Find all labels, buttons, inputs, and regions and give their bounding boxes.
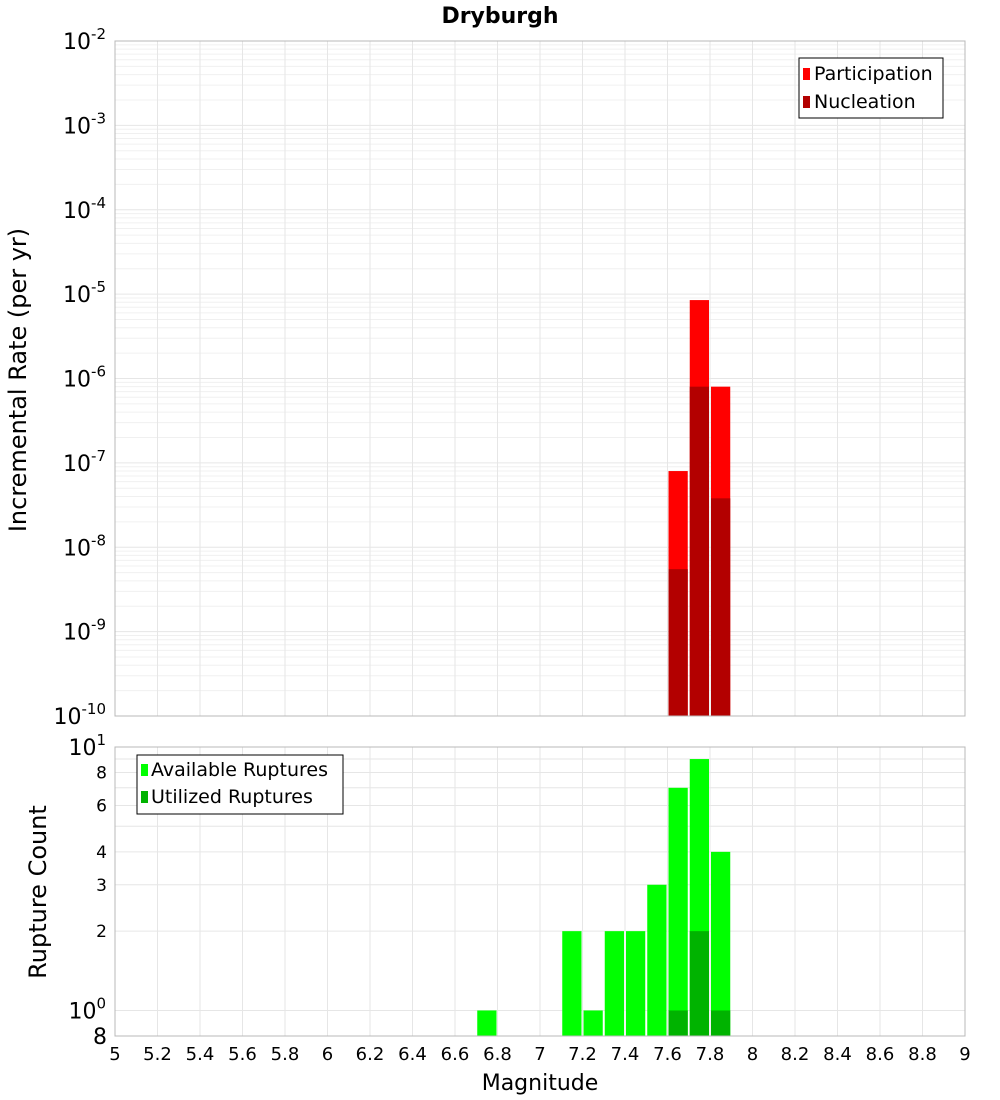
y-tick-label: 8 (93, 1025, 107, 1050)
y-tick-label: 10-4 (63, 194, 106, 224)
legend-swatch (803, 68, 810, 80)
nucleation-bar (668, 569, 688, 716)
legend-label: Available Ruptures (151, 759, 328, 781)
y-tick-label: 100 (68, 994, 106, 1024)
top-panel: 10-10 10-9 10-8 10-7 10-6 10-5 10-4 10-3 10-2 Inc… (4, 25, 966, 730)
x-tick-label: 6.8 (483, 1044, 512, 1065)
available-bar (711, 851, 731, 1036)
y-tick-label: 2 (96, 922, 107, 942)
x-tick-label: 5.2 (143, 1044, 172, 1065)
x-tick-label: 7.8 (696, 1044, 725, 1065)
y-tick-label: 10-9 (63, 616, 106, 646)
y-tick-label: 4 (96, 843, 107, 863)
y-axis-label: Incremental Rate (per yr) (4, 228, 32, 532)
y-tick-label: 10-8 (63, 531, 106, 561)
y-tick-label: 10-7 (63, 447, 106, 477)
legend-box (136, 754, 344, 815)
y-tick-label: 3 (96, 876, 107, 896)
x-tick-label: 5.4 (186, 1044, 215, 1065)
available-bar (604, 931, 624, 1036)
legend-label: Nucleation (814, 91, 916, 113)
legend-swatch (141, 791, 148, 803)
x-tick-label: 5 (109, 1044, 120, 1065)
y-axis-label: Rupture Count (24, 805, 52, 979)
x-tick-label: 7.6 (653, 1044, 682, 1065)
legend-box (798, 57, 944, 119)
x-tick-label: 6.2 (356, 1044, 385, 1065)
legend: Participation Nucleation (798, 57, 944, 119)
legend-swatch (141, 764, 148, 776)
y-tick-label: 10-6 (63, 363, 106, 393)
y-tick-label: 10-2 (63, 25, 106, 55)
utilized-bar (689, 931, 709, 1036)
x-tick-label: 5.8 (271, 1044, 300, 1065)
legend-label: Participation (814, 63, 933, 85)
utilized-bar (668, 1010, 688, 1036)
legend-swatch (803, 96, 810, 108)
nucleation-bar (689, 386, 709, 716)
available-bar (647, 884, 667, 1036)
x-tick-label: 7.2 (568, 1044, 597, 1065)
chart-title: Dryburgh (441, 4, 558, 29)
available-bar (562, 931, 582, 1036)
available-bar (583, 1010, 603, 1036)
available-bar (626, 931, 646, 1036)
x-tick-label: 8 (747, 1044, 758, 1065)
y-tick-label: 10-5 (63, 278, 106, 308)
x-tick-label: 6 (322, 1044, 333, 1065)
legend: Available Ruptures Utilized Ruptures (136, 754, 344, 815)
bottom-plot-area (114, 746, 966, 1037)
x-tick-label: 5.6 (228, 1044, 257, 1065)
top-plot-area (114, 40, 966, 717)
y-tick-label: 6 (96, 796, 107, 816)
x-tick-label: 7 (534, 1044, 545, 1065)
x-tick-label: 8.4 (823, 1044, 852, 1065)
y-tick-label: 101 (68, 731, 106, 761)
y-tick-label: 10-3 (63, 109, 106, 139)
x-axis-label: Magnitude (482, 1071, 599, 1096)
x-tick-label: 6.6 (441, 1044, 470, 1065)
available-bar (477, 1010, 497, 1036)
legend-label: Utilized Ruptures (151, 786, 313, 808)
nucleation-bar (711, 498, 731, 716)
x-tick-label: 6.4 (398, 1044, 427, 1065)
y-tick-label: 10-10 (54, 700, 107, 730)
utilized-bar (711, 1010, 731, 1036)
x-tick-label: 7.4 (611, 1044, 640, 1065)
available-bar (668, 787, 688, 1036)
x-tick-label: 8.8 (908, 1044, 937, 1065)
x-tick-label: 8.2 (781, 1044, 810, 1065)
x-tick-label: 9 (959, 1044, 970, 1065)
y-tick-label: 8 (96, 764, 107, 784)
x-tick-label: 8.6 (866, 1044, 895, 1065)
